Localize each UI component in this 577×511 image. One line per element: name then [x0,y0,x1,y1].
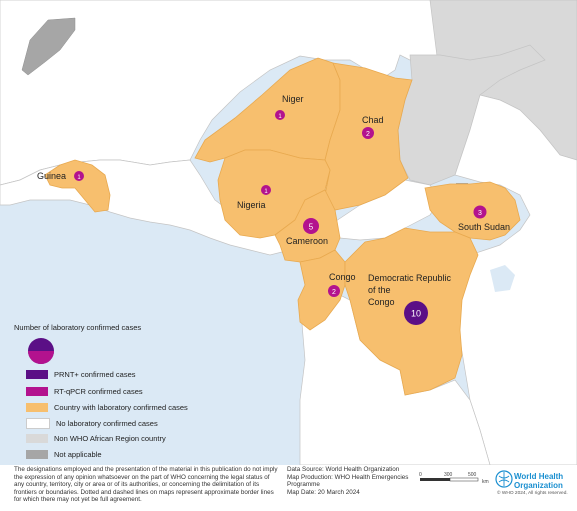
bubble-south-sudan-value: 3 [478,210,482,217]
label-cameroon: Cameroon [286,236,329,246]
legend-row-confirmed: Country with laboratory confirmed cases [26,402,188,413]
legend-row-rtqpcr: RT-qPCR confirmed cases [26,386,143,397]
label-chad: Chad [362,115,384,125]
scale-label-500: 500 [468,472,477,478]
legend-swatch-not-applicable [26,450,48,459]
legend-swatch-prnt [26,370,48,379]
map-production-line2: Programme [287,481,320,489]
label-congo: Congo [329,272,356,282]
bubble-drc-value: 10 [411,309,421,319]
bubble-south-sudan: 3 [473,205,487,219]
legend-swatch-no-confirmed [26,418,50,429]
label-south-sudan: South Sudan [458,222,511,232]
bubble-congo: 2 [328,285,340,297]
scale-label-0: 0 [419,472,422,478]
bubble-chad-value: 2 [366,131,370,138]
bubble-nigeria-value: 1 [264,189,268,195]
label-guinea: Guinea [37,171,67,181]
label-drc-line1: Democratic Republic [368,273,452,283]
label-nigeria: Nigeria [237,200,266,210]
map-date: Map Date: 20 March 2024 [287,488,360,496]
country-south-sudan [424,181,521,241]
legend-swatch-rtqpcr [26,387,48,396]
bubble-nigeria: 1 [261,185,271,195]
scale-label-unit: km [482,479,489,485]
label-drc-line3: Congo [368,297,395,307]
legend-label-not-applicable: Not applicable [54,450,102,459]
bubble-guinea: 1 [74,171,84,181]
bubble-niger-value: 1 [278,114,282,120]
legend-swatch-confirmed [26,403,48,412]
map-production-line1: Map Production: WHO Health Emergencies [287,473,409,481]
legend-label-non-who: Non WHO African Region country [54,434,166,443]
copyright-text: © WHO 2024, All rights reserved. [497,491,568,496]
land-east-africa [454,94,577,465]
legend-row-prnt: PRNT+ confirmed cases [26,369,136,380]
bubble-cameroon: 5 [303,218,319,234]
bubble-cameroon-value: 5 [309,223,314,232]
legend-title: Number of laboratory confirmed cases [14,323,142,332]
who-emblem-icon [495,470,513,488]
data-source: Data Source: World Health Organization [287,466,400,473]
scale-label-300: 300 [444,472,453,478]
who-logo-line2: Organization [514,480,563,490]
legend-row-no-confirmed: No laboratory confirmed cases [26,418,158,429]
disclaimer-text: The designations employed and the presen… [14,466,278,504]
who-logo-text: World Health Organization [514,472,564,490]
map-canvas: 1 2 1 1 5 3 2 [0,0,577,465]
legend-swatch-non-who [26,434,48,443]
bubble-congo-value: 2 [332,289,336,296]
map-credits: Data Source: World Health Organization M… [287,466,447,496]
legend-label-no-confirmed: No laboratory confirmed cases [56,419,158,428]
legend-label-rtqpcr: RT-qPCR confirmed cases [54,387,143,396]
lake-victoria [490,265,515,292]
bubble-chad: 2 [362,127,374,139]
scale-bar: 0 300 500 km [419,472,489,485]
country-congo [297,249,346,331]
legend-label-confirmed: Country with laboratory confirmed cases [54,403,188,412]
legend-row-non-who: Non WHO African Region country [26,433,166,444]
bubble-drc: 10 [404,301,428,325]
legend-label-prnt: PRNT+ confirmed cases [54,370,136,379]
label-niger: Niger [282,94,304,104]
legend-row-not-applicable: Not applicable [26,449,102,460]
label-drc-line2: of the [368,285,391,295]
map-area: 1 2 1 1 5 3 2 [0,0,577,465]
legend-bubble-icon [28,338,54,364]
who-logo-line1: World Health [514,472,564,481]
bubble-niger: 1 [275,110,285,120]
land-western-sahara [21,17,76,76]
country-guinea [44,159,111,213]
bubble-guinea-value: 1 [77,175,81,181]
